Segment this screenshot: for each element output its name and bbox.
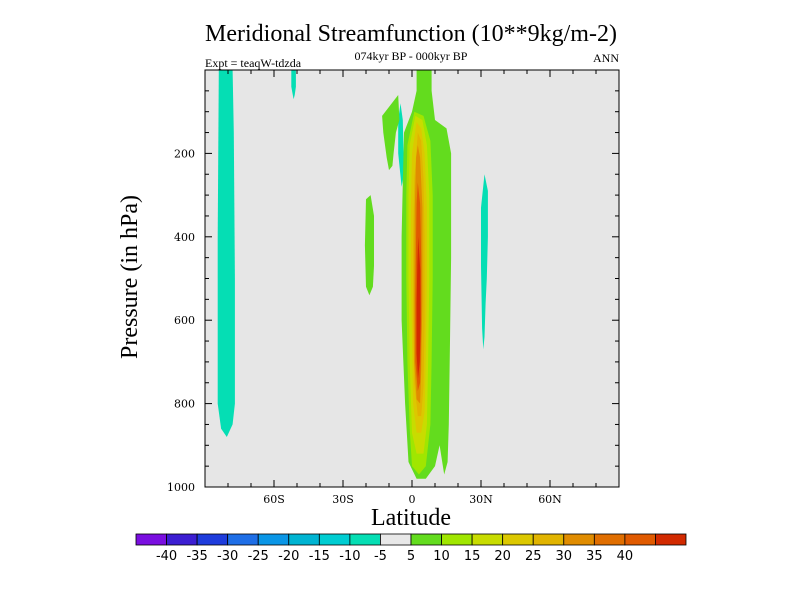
axis-ticks	[204, 69, 620, 488]
y-axis-label: Pressure (in hPa)	[117, 195, 143, 359]
colorbar-label: -30	[217, 549, 238, 564]
colorbar-swatch	[563, 533, 595, 546]
colorbar-swatch	[257, 533, 290, 546]
y-tick-label: 800	[174, 398, 195, 411]
colorbar-label: 25	[525, 549, 542, 564]
x-axis-label: Latitude	[371, 505, 451, 531]
colorbar-swatch	[532, 533, 565, 546]
chart-subtitle: 074kyr BP - 000kyr BP	[355, 49, 468, 63]
x-tick-labels: 60S 30S 0 30N 60N	[263, 493, 562, 506]
x-tick-label: 30S	[332, 493, 354, 506]
x-tick-label: 0	[409, 493, 416, 506]
contour-upper-trop-positive	[382, 95, 400, 171]
colorbar-labels: -40 -35 -30 -25 -20 -15 -10 -5 5 10 15 20 25 30 35 40	[156, 549, 633, 564]
colorbar-swatch	[318, 533, 351, 546]
colorbar-swatch	[410, 533, 442, 546]
x-tick-label: 30N	[469, 493, 493, 506]
colorbar	[135, 533, 687, 546]
colorbar-swatch	[380, 533, 412, 546]
colorbar-swatch	[441, 533, 473, 546]
contour-tropical-upper-negative	[398, 103, 404, 187]
y-tick-labels: 200 400 600 800 1000	[167, 147, 195, 494]
colorbar-swatch	[502, 533, 534, 546]
colorbar-label: 35	[586, 549, 603, 564]
colorbar-label: -20	[278, 549, 299, 564]
colorbar-label: -10	[339, 549, 360, 564]
contour-sh-upper-small-negative	[291, 70, 296, 100]
colorbar-swatch	[196, 533, 229, 546]
experiment-label: Expt = teaqW-tdzda	[205, 56, 302, 70]
colorbar-label: 30	[556, 549, 573, 564]
colorbar-label: -25	[248, 549, 269, 564]
colorbar-label: 20	[494, 549, 511, 564]
colorbar-label: 40	[617, 549, 634, 564]
contour-main-cell-40	[416, 236, 421, 379]
contour-nh-subtropics-negative	[481, 174, 488, 350]
colorbar-swatch	[349, 533, 381, 546]
y-tick-label: 1000	[167, 481, 195, 494]
colorbar-swatch	[593, 533, 626, 546]
colorbar-swatch	[655, 533, 687, 546]
contour-layer	[217, 70, 488, 479]
colorbar-label: -35	[186, 549, 207, 564]
colorbar-swatch	[166, 533, 198, 546]
colorbar-swatch	[471, 533, 504, 546]
colorbar-label: 10	[433, 549, 450, 564]
x-tick-label: 60N	[538, 493, 562, 506]
colorbar-swatch	[227, 533, 259, 546]
season-label: ANN	[593, 51, 619, 65]
colorbar-swatch	[288, 533, 320, 546]
y-tick-label: 600	[174, 314, 195, 327]
colorbar-swatch	[135, 533, 167, 546]
y-tick-label: 400	[174, 231, 195, 244]
chart-title: Meridional Streamfunction (10**9kg/m-2)	[205, 21, 617, 47]
contour-sh-mid-lat-negative	[217, 70, 235, 437]
contour-sh-subtropics-positive	[364, 195, 374, 296]
colorbar-label: -5	[374, 549, 387, 564]
y-tick-label: 200	[174, 147, 195, 160]
colorbar-label: 5	[407, 549, 415, 564]
colorbar-swatch	[624, 533, 656, 546]
x-tick-label: 60S	[263, 493, 285, 506]
colorbar-label: -15	[309, 549, 330, 564]
colorbar-label: 15	[464, 549, 481, 564]
colorbar-label: -40	[156, 549, 177, 564]
